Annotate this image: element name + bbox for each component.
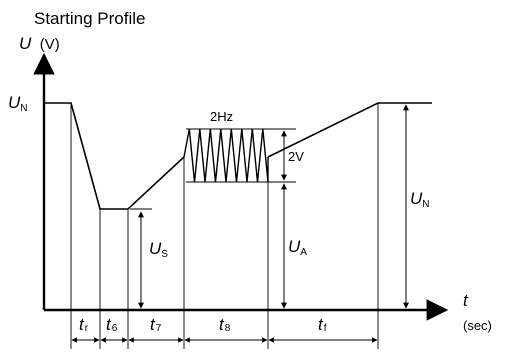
x-axis-unit: (sec) [463,318,492,333]
un-right-label: UN [410,189,430,210]
time-guides [70,103,379,350]
amplitude-label: 2V [288,149,304,164]
profile-curve-start [44,102,185,210]
interval-label-tr: tr [79,315,89,334]
interval-label-t6: t6 [106,315,118,334]
interval-label-t8: t8 [219,315,231,334]
interval-label-tf: tf [318,315,327,334]
oscillation-waveform [183,128,269,183]
frequency-label: 2Hz [210,109,233,124]
diagram-title: Starting Profile [34,9,146,28]
ua-label: UA [288,237,307,258]
us-label: US [149,239,168,260]
x-axis-symbol: t [463,291,469,310]
un-left-label: UN [8,93,28,114]
interval-label-t7: t7 [150,315,162,334]
y-axis-label: U (V) [19,34,60,53]
